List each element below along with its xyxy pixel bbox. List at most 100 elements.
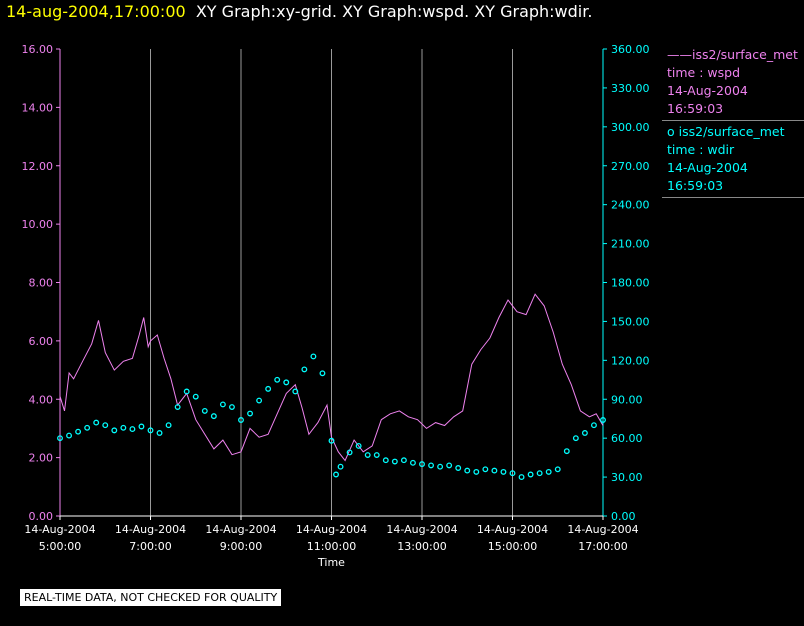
y-tick-label-right: 240.00 [611, 199, 650, 212]
data-point-wdir [518, 474, 525, 481]
y-tick-label-left: 2.00 [29, 452, 54, 465]
x-tick-label-time: 9:00:00 [220, 540, 262, 553]
data-point-wdir [337, 463, 344, 470]
y-tick-label-left: 16.00 [22, 43, 54, 56]
legend-time: 16:59:03 [667, 101, 724, 116]
data-point-wdir [111, 427, 118, 434]
header-graph-list: XY Graph:xy-grid. XY Graph:wspd. XY Grap… [195, 2, 593, 21]
y-tick-label-right: 360.00 [611, 43, 650, 56]
data-point-wdir [120, 424, 127, 431]
legend-circle-symbol: o [667, 124, 675, 139]
y-tick-label-left: 12.00 [22, 160, 54, 173]
data-point-wdir [183, 388, 190, 395]
data-point-wdir [464, 467, 471, 474]
data-point-wdir [473, 468, 480, 475]
data-point-wdir [591, 422, 597, 429]
y-tick-label-right: 330.00 [611, 82, 650, 95]
data-point-wdir [129, 426, 136, 433]
data-point-wdir [256, 397, 263, 404]
data-point-wdir [156, 430, 163, 436]
y-tick-label-left: 8.00 [29, 277, 54, 290]
data-point-wdir [400, 457, 407, 464]
x-tick-label-date: 14-Aug-2004 [205, 523, 276, 536]
data-point-wdir [333, 471, 339, 478]
y-tick-label-right: 180.00 [611, 277, 650, 290]
y-tick-label-left: 6.00 [29, 335, 54, 348]
data-point-wdir [192, 393, 199, 400]
data-point-wdir [75, 428, 82, 435]
data-point-wdir [527, 471, 534, 478]
data-point-wdir [446, 462, 453, 469]
series-line-wspd [59, 293, 604, 462]
data-point-wdir [419, 461, 425, 468]
data-point-wdir [228, 404, 235, 410]
data-point-wdir [219, 401, 226, 408]
data-point-wdir [210, 413, 217, 420]
data-point-wdir [355, 443, 362, 449]
legend-entry-wdir: o iss2/surface_met time : wdir 14-Aug-20… [662, 121, 804, 198]
x-tick-label-date: 14-Aug-2004 [386, 523, 457, 536]
data-point-wdir [265, 385, 272, 392]
y-tick-label-right: 300.00 [611, 121, 650, 134]
data-point-wdir [102, 422, 109, 429]
data-point-wdir [509, 470, 516, 477]
y-tick-label-right: 60.00 [611, 432, 643, 445]
data-point-wdir [93, 419, 100, 426]
data-point-wdir [66, 432, 72, 439]
x-tick-label-date: 14-Aug-2004 [567, 523, 638, 536]
y-tick-label-right: 120.00 [611, 354, 650, 367]
data-point-wdir [138, 423, 145, 430]
data-point-wdir [600, 417, 606, 423]
y-tick-label-left: 14.00 [22, 101, 54, 114]
data-point-wdir [346, 449, 353, 456]
data-point-wdir [455, 465, 462, 471]
y-tick-label-left: 10.00 [22, 218, 54, 231]
data-point-wdir [581, 430, 588, 436]
y-tick-label-left: 0.00 [29, 510, 54, 523]
chart-header: 14-aug-2004,17:00:00 XY Graph:xy-grid. X… [6, 2, 592, 21]
data-point-wdir [373, 452, 380, 458]
x-tick-label-time: 11:00:00 [307, 540, 356, 553]
data-point-wdir [301, 366, 308, 373]
data-point-wdir [437, 463, 444, 470]
data-point-wdir [536, 470, 543, 477]
data-point-wdir [247, 410, 253, 417]
y-tick-label-right: 210.00 [611, 238, 650, 251]
legend-entry-wspd: ——iss2/surface_met time : wspd 14-Aug-20… [662, 44, 804, 121]
legend-variable: time : wdir [667, 142, 735, 157]
data-point-wdir [428, 462, 434, 469]
data-point-wdir [201, 407, 208, 414]
header-datetime: 14-aug-2004,17:00:00 [6, 2, 186, 21]
quality-disclaimer: REAL-TIME DATA, NOT CHECKED FOR QUALITY [20, 589, 282, 606]
data-point-wdir [174, 404, 181, 410]
x-tick-label-time: 15:00:00 [488, 540, 537, 553]
x-tick-label-date: 14-Aug-2004 [24, 523, 95, 536]
data-point-wdir [410, 459, 416, 466]
data-point-wdir [500, 468, 507, 475]
data-point-wdir [147, 427, 154, 434]
data-point-wdir [554, 466, 561, 473]
legend-series-name: iss2/surface_met [678, 124, 785, 139]
data-point-wdir [364, 452, 371, 458]
x-tick-label-time: 7:00:00 [129, 540, 171, 553]
x-tick-label-date: 14-Aug-2004 [296, 523, 367, 536]
y-tick-label-right: 150.00 [611, 315, 650, 328]
data-point-wdir [319, 370, 326, 377]
legend-time: 16:59:03 [667, 178, 724, 193]
data-point-wdir [283, 379, 290, 386]
legend-date: 14-Aug-2004 [667, 83, 748, 98]
data-point-wdir [563, 448, 570, 455]
data-point-wdir [572, 435, 579, 442]
data-point-wdir [382, 457, 389, 464]
x-tick-label-time: 5:00:00 [39, 540, 81, 553]
data-point-wdir [238, 417, 244, 423]
data-point-wdir [274, 376, 281, 383]
legend: —— iss2/surface_met time : wspd 14-Aug-20… [662, 44, 804, 198]
y-tick-label-right: 30.00 [611, 471, 643, 484]
x-tick-label-date: 14-Aug-2004 [477, 523, 548, 536]
data-point-wdir [491, 467, 498, 474]
legend-variable: time : wspd [667, 65, 741, 80]
data-point-wdir [165, 422, 172, 429]
legend-line-symbol: —— [667, 47, 692, 62]
